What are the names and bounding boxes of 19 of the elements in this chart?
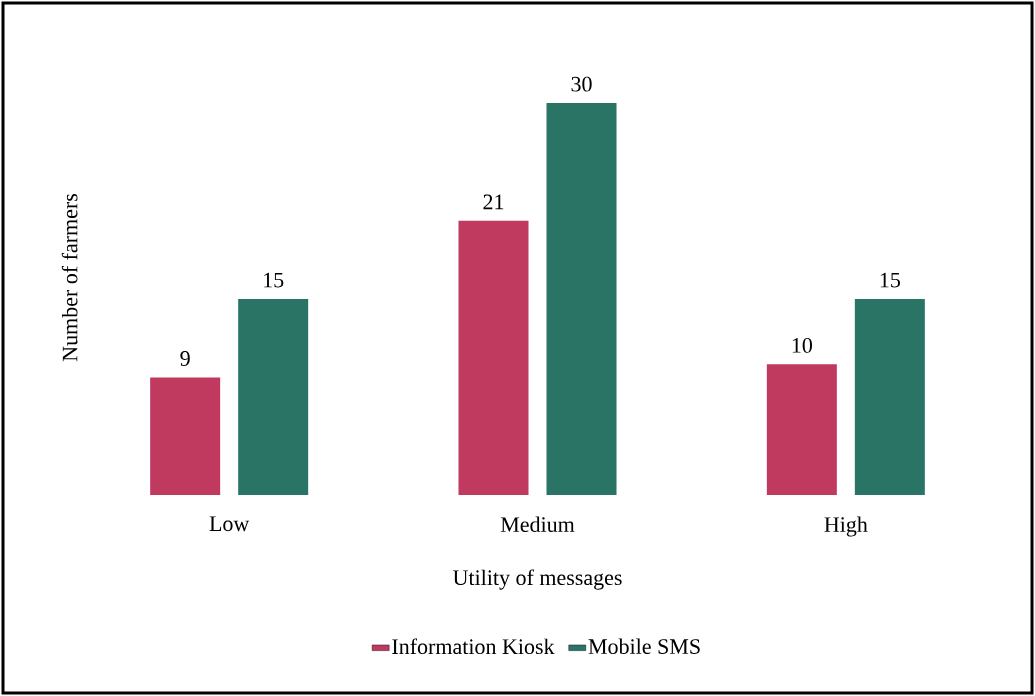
data-label: 30 [571, 76, 592, 92]
data-label: 15 [880, 272, 900, 288]
data-label: 9 [180, 351, 190, 366]
bar [854, 299, 925, 495]
y-axis-title: Number of farmers [61, 193, 78, 362]
bar [546, 103, 617, 495]
x-axis-title: Utility of messages [453, 569, 622, 590]
bar [238, 299, 309, 495]
data-label: 15 [264, 272, 284, 288]
bar [458, 220, 529, 495]
bar [766, 364, 837, 495]
data-label: 10 [792, 337, 813, 353]
legend-label: Mobile SMS [588, 638, 700, 654]
legend-label: Information Kiosk [392, 638, 555, 655]
x-tick-label: Medium [500, 516, 575, 533]
x-tick-label: Low [209, 516, 250, 532]
x-tick-label: High [824, 516, 868, 537]
bar [150, 377, 221, 495]
data-label: 21 [483, 194, 504, 210]
